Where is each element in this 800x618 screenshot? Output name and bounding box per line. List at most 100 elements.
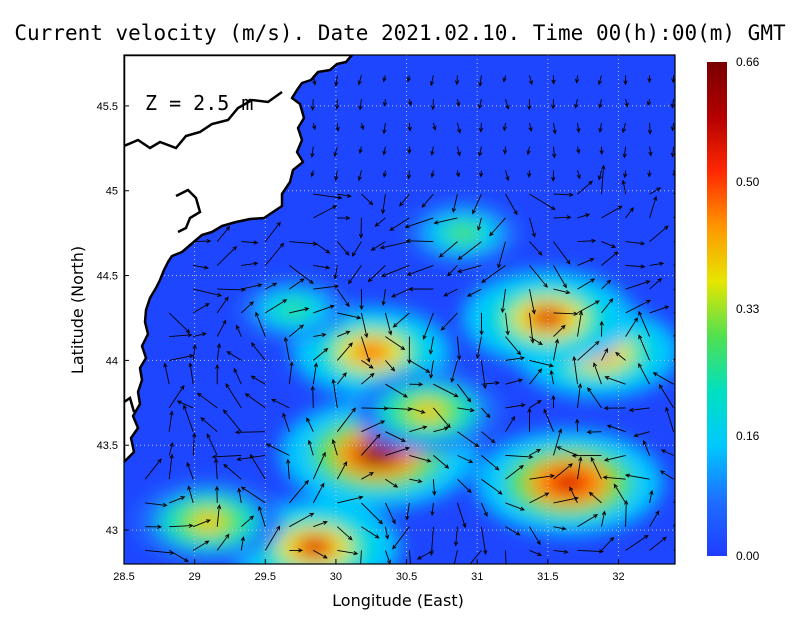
speed-blob bbox=[303, 540, 326, 554]
current-vector-arrow bbox=[601, 251, 619, 266]
current-vector-arrow bbox=[385, 336, 406, 351]
y-tick-label: 44.5 bbox=[97, 271, 118, 283]
current-vector-arrow bbox=[625, 299, 651, 314]
current-vector-arrow bbox=[527, 407, 532, 432]
current-vector-arrow bbox=[601, 205, 623, 219]
current-vector-arrow bbox=[385, 360, 396, 372]
current-vector-arrow bbox=[429, 75, 435, 87]
current-vector-arrow bbox=[528, 122, 533, 133]
current-vector-arrow bbox=[606, 424, 626, 433]
current-vector-arrow bbox=[577, 278, 596, 290]
current-vector-arrow bbox=[306, 417, 314, 432]
current-vector-arrow bbox=[599, 146, 604, 156]
current-vector-arrow bbox=[337, 193, 352, 198]
current-vector-arrow bbox=[193, 238, 212, 244]
current-vector-arrow bbox=[613, 483, 626, 504]
y-tick-label: 43.5 bbox=[97, 440, 118, 452]
x-tick-label: 30.5 bbox=[396, 571, 417, 583]
current-vector-arrow bbox=[577, 340, 600, 361]
current-vector-arrow bbox=[168, 453, 174, 480]
current-vector-arrow bbox=[526, 146, 531, 156]
current-vector-arrow bbox=[604, 376, 626, 385]
current-vector-arrow bbox=[429, 360, 434, 379]
current-vector-arrow bbox=[438, 241, 458, 258]
speed-blob bbox=[360, 346, 382, 358]
current-vector-arrow bbox=[553, 526, 567, 531]
current-vector-arrow bbox=[192, 343, 197, 361]
y-tick-label: 44 bbox=[106, 355, 118, 367]
current-vector-arrow bbox=[574, 98, 579, 109]
current-vector-arrow bbox=[216, 504, 222, 527]
current-vector-arrow bbox=[625, 317, 638, 337]
current-vector-arrow bbox=[552, 122, 557, 135]
current-vector-arrow bbox=[216, 342, 222, 361]
current-vector-arrow bbox=[241, 240, 259, 245]
current-vector-arrow bbox=[502, 75, 507, 83]
current-vector-arrow bbox=[552, 146, 557, 159]
current-vector-arrow bbox=[406, 75, 411, 83]
current-vector-arrow bbox=[454, 75, 460, 86]
current-vector-arrow bbox=[577, 549, 605, 554]
current-vector-arrow bbox=[553, 192, 574, 197]
current-vector-arrow bbox=[145, 524, 163, 530]
current-vector-arrow bbox=[433, 407, 451, 429]
current-vector-arrow bbox=[500, 289, 506, 314]
current-vector-arrow bbox=[571, 453, 602, 458]
plot-area: Z = 2.5 m 28.5 29 29.5 30 30.5 31 31.5 32 43 43.… bbox=[97, 54, 676, 583]
colorbar-tick-label: 0.50 bbox=[736, 175, 760, 189]
current-vector-arrow bbox=[455, 170, 461, 178]
current-vector-arrow bbox=[333, 265, 338, 280]
current-vector-arrow bbox=[385, 407, 413, 412]
current-vector-arrow bbox=[673, 191, 675, 195]
current-vector-arrow bbox=[528, 75, 534, 86]
current-vector-arrow bbox=[241, 515, 255, 528]
current-vector-arrow bbox=[456, 502, 467, 529]
current-vector-arrow bbox=[623, 75, 628, 86]
current-vector-arrow bbox=[553, 241, 571, 265]
current-vector-arrow bbox=[348, 265, 362, 285]
current-vector-arrow bbox=[310, 385, 315, 408]
current-vector-arrow bbox=[633, 431, 650, 438]
current-vector-arrow bbox=[430, 146, 435, 156]
current-vector-arrow bbox=[601, 510, 607, 527]
current-vector-arrow bbox=[505, 454, 534, 460]
current-vector-arrow bbox=[357, 170, 362, 182]
current-vector-arrow bbox=[381, 289, 386, 307]
current-vector-arrow bbox=[193, 264, 210, 270]
current-vector-arrow bbox=[416, 550, 434, 560]
current-vector-arrow bbox=[502, 146, 508, 155]
current-vector-arrow bbox=[358, 146, 363, 155]
current-vector-arrow bbox=[406, 170, 412, 180]
current-vector-arrow bbox=[307, 439, 314, 456]
current-vector-arrow bbox=[331, 438, 338, 456]
current-vector-arrow bbox=[574, 75, 580, 84]
current-vector-arrow bbox=[622, 146, 627, 159]
current-vector-arrow bbox=[337, 549, 359, 556]
current-vector-arrow bbox=[457, 407, 475, 413]
x-tick-label: 31 bbox=[471, 571, 483, 583]
current-vector-arrow bbox=[551, 99, 556, 110]
current-vector-arrow bbox=[250, 342, 266, 361]
current-vector-arrow bbox=[587, 387, 602, 409]
current-vector-arrow bbox=[527, 170, 532, 178]
current-vector-arrow bbox=[361, 360, 374, 369]
current-vector-arrow bbox=[625, 264, 646, 269]
current-vector-arrow bbox=[145, 502, 168, 508]
current-vector-arrow bbox=[603, 405, 626, 411]
current-vector-arrow bbox=[433, 455, 450, 469]
current-vector-arrow bbox=[404, 217, 434, 229]
current-vector-arrow bbox=[529, 193, 556, 211]
current-vector-arrow bbox=[360, 312, 369, 339]
current-vector-arrow bbox=[313, 205, 338, 219]
current-vector-arrow bbox=[430, 502, 435, 517]
current-vector-arrow bbox=[361, 372, 375, 385]
current-vector-arrow bbox=[577, 180, 593, 195]
current-vector-arrow bbox=[638, 334, 651, 361]
current-vector-arrow bbox=[480, 360, 488, 390]
current-vector-arrow bbox=[312, 362, 319, 385]
current-vector-arrow bbox=[250, 375, 266, 385]
current-vector-arrow bbox=[335, 122, 340, 132]
current-vector-arrow bbox=[255, 311, 266, 337]
current-vector-arrow bbox=[457, 264, 482, 274]
current-vector-arrow bbox=[392, 312, 410, 328]
